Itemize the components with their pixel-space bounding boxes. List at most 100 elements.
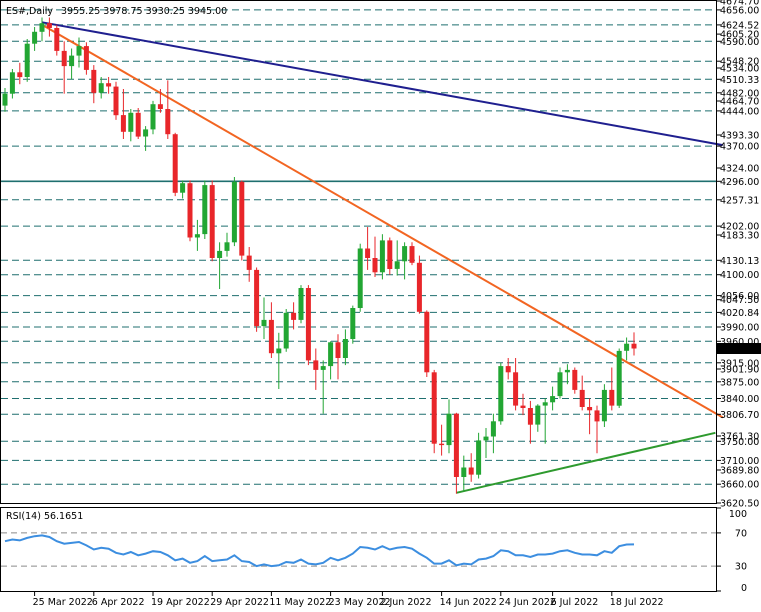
candle	[113, 81, 119, 120]
candle-body	[342, 339, 348, 358]
candle-body	[143, 129, 149, 137]
candles	[2, 17, 637, 494]
candle	[224, 232, 230, 257]
candle-body	[409, 246, 415, 263]
candle-body	[616, 350, 622, 406]
price-tick-label: 3689.80	[720, 466, 759, 477]
candle-body	[128, 112, 134, 132]
candle-body	[335, 342, 341, 358]
candle	[98, 77, 104, 99]
time-tick-label: 24 Jun 2022	[499, 597, 556, 608]
candle-body	[542, 402, 548, 406]
candle	[490, 413, 496, 454]
candle-body	[609, 389, 615, 406]
time-tick-label: 6 Jul 2022	[551, 597, 599, 608]
candle-body	[527, 408, 533, 425]
candle-body	[594, 410, 600, 422]
candle	[172, 132, 178, 197]
candle-body	[24, 43, 30, 77]
symbol-label: ES#,Daily	[6, 6, 53, 17]
candle-body	[624, 343, 630, 351]
candle	[379, 234, 385, 280]
candle	[564, 364, 570, 385]
candle	[476, 432, 482, 479]
candle-body	[9, 72, 15, 94]
candle	[357, 243, 363, 312]
candle	[313, 348, 319, 390]
candle	[61, 41, 67, 94]
candle-body	[520, 405, 526, 408]
candle-body	[187, 183, 193, 238]
candle	[128, 109, 134, 142]
candle-body	[387, 240, 393, 269]
ohlc-readout: 3955.25 3978.75 3930.25 3945.00	[61, 6, 227, 17]
candle	[187, 180, 193, 242]
price-tick-label: 3960.00	[720, 337, 759, 348]
price-tick-label: 4674.70	[720, 0, 759, 8]
time-tick-label: 14 Jun 2022	[440, 597, 497, 608]
candle-body	[246, 255, 252, 270]
rsi-line	[4, 534, 635, 568]
candle	[157, 89, 163, 113]
current-price-tag	[717, 343, 761, 354]
candle	[328, 341, 334, 380]
candle	[298, 285, 304, 324]
candle-body	[424, 311, 430, 373]
candle-body	[120, 115, 126, 132]
candle-body	[69, 55, 75, 67]
time-tick-label: 11 May 2022	[269, 597, 331, 608]
candle-body	[202, 185, 208, 235]
time-tick-label: 25 Mar 2022	[33, 597, 93, 608]
candle	[409, 242, 415, 266]
candle	[91, 65, 97, 104]
price-tick-label: 4393.30	[720, 131, 759, 142]
candle-body	[39, 23, 45, 32]
price-tick-label: 4100.00	[720, 270, 759, 281]
price-tick-label: 3840.00	[720, 394, 759, 405]
price-tick-label: 4510.33	[720, 75, 759, 86]
candle-body	[402, 246, 408, 262]
candle-body	[483, 436, 489, 441]
candle	[550, 386, 556, 411]
candle	[120, 89, 126, 139]
candle-body	[217, 250, 223, 258]
candle	[387, 237, 393, 275]
rsi-tick-label: 30	[735, 562, 747, 573]
candle	[194, 219, 200, 251]
candle	[46, 17, 52, 37]
price-tick-label: 4056.00	[720, 291, 759, 302]
candle-body	[350, 308, 356, 339]
candle-body	[209, 185, 215, 258]
candle	[609, 367, 615, 411]
candle	[254, 267, 260, 332]
price-tick-label: 3915.00	[720, 358, 759, 369]
candle	[305, 285, 311, 366]
candle-body	[305, 288, 311, 361]
time-tick-label: 6 Apr 2022	[92, 597, 145, 608]
candle-body	[313, 360, 319, 370]
candle-body	[194, 234, 200, 238]
candle	[24, 39, 30, 82]
candle	[461, 455, 467, 492]
candle-body	[564, 369, 570, 373]
candle-body	[587, 407, 593, 411]
candle-body	[98, 83, 104, 93]
rsi-tick-label: 0	[741, 583, 747, 594]
candle-body	[276, 348, 282, 354]
candle-body	[601, 389, 607, 422]
candle-body	[224, 242, 230, 251]
candle-body	[268, 319, 274, 354]
candle	[431, 369, 437, 454]
candle	[106, 77, 112, 94]
candle-body	[106, 83, 112, 87]
candle-body	[298, 288, 304, 320]
price-tick-label: 4130.13	[720, 256, 759, 267]
price-pane-border	[0, 0, 717, 504]
candle	[557, 367, 563, 399]
candle-body	[283, 312, 289, 349]
time-tick-label: 19 Apr 2022	[151, 597, 210, 608]
candle-body	[579, 389, 585, 407]
